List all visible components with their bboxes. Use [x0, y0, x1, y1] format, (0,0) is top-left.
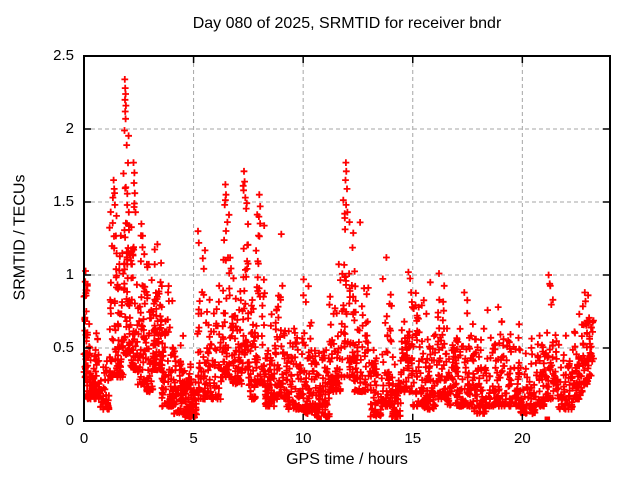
- y-tick-label: 0: [65, 412, 74, 429]
- plot-border: [83, 55, 611, 422]
- y-tick-label: 2: [65, 120, 74, 137]
- x-tick-label: 15: [404, 430, 422, 447]
- x-axis-label: GPS time / hours: [286, 451, 408, 468]
- y-axis-label: SRMTID / TECUs: [11, 174, 29, 301]
- chart-title: Day 080 of 2025, SRMTID for receiver bnd…: [192, 15, 502, 32]
- scatter-points: [80, 76, 597, 422]
- y-tick-label: 1: [65, 266, 74, 283]
- x-tick-label: 20: [513, 430, 531, 447]
- zero-value-square-marker: [544, 416, 551, 422]
- x-tick-label: 10: [294, 430, 312, 447]
- y-tick-label: 1.5: [53, 193, 74, 210]
- y-tick-label: 0.5: [53, 339, 74, 356]
- x-tick-label: 5: [189, 430, 198, 447]
- x-tick-label: 0: [79, 430, 89, 447]
- zero-value-square-marker: [316, 416, 322, 422]
- y-tick-label: 2.5: [53, 47, 74, 64]
